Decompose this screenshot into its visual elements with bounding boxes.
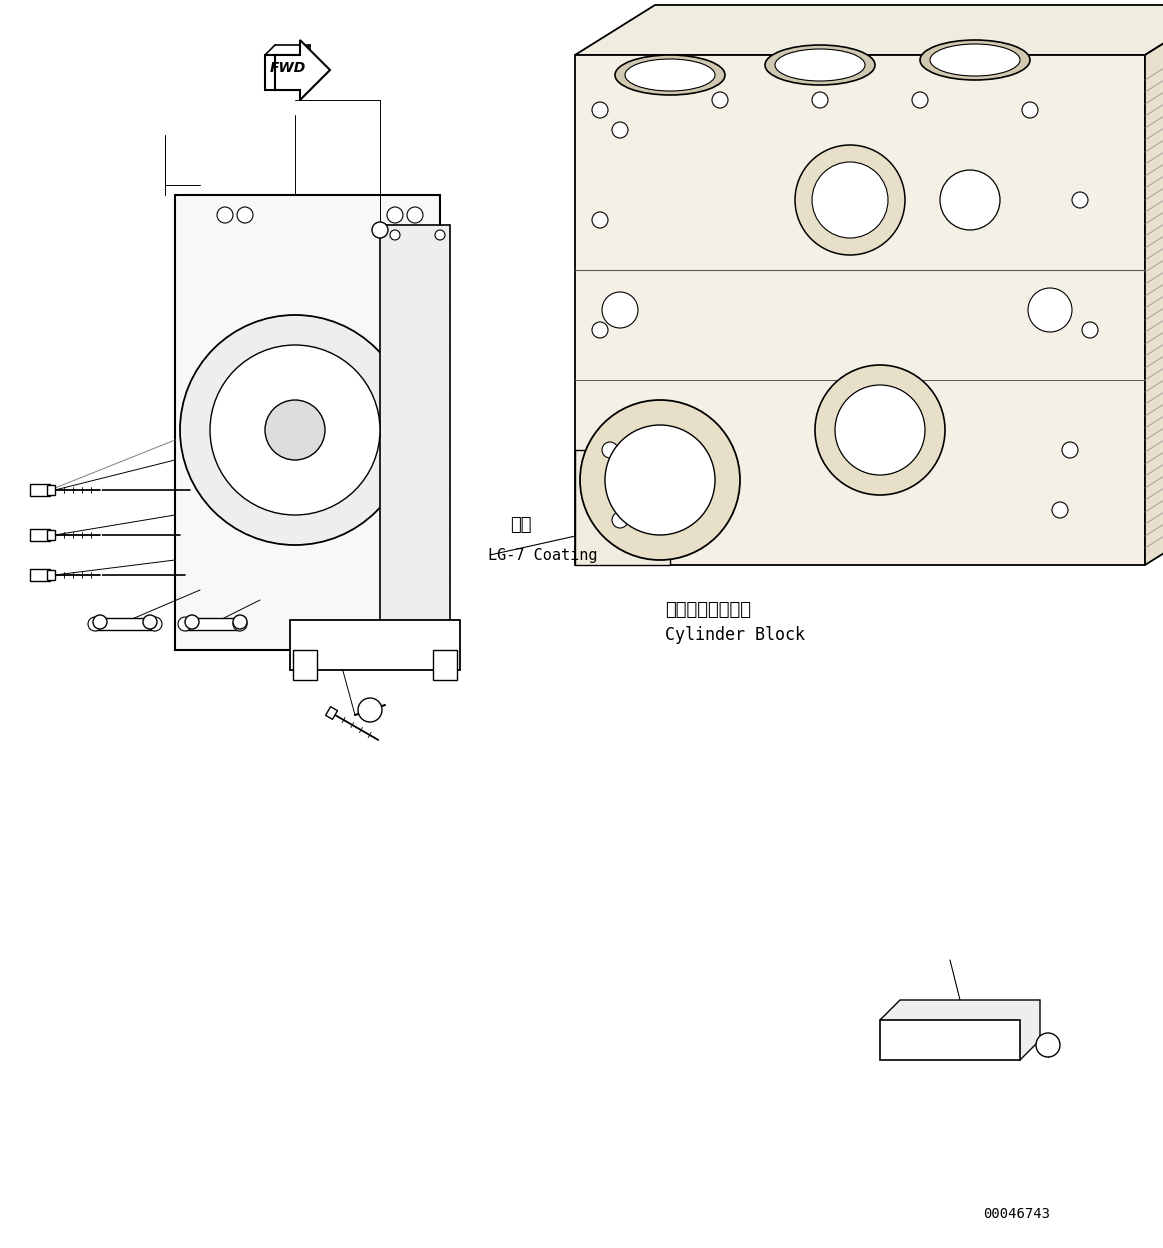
Circle shape: [88, 617, 102, 631]
Ellipse shape: [920, 40, 1030, 80]
Polygon shape: [880, 1020, 1020, 1060]
Circle shape: [1053, 502, 1068, 518]
Ellipse shape: [625, 59, 715, 91]
Polygon shape: [575, 451, 670, 565]
Circle shape: [211, 344, 380, 515]
Text: FWD: FWD: [270, 61, 306, 75]
Circle shape: [358, 698, 381, 723]
Text: 00046743: 00046743: [983, 1207, 1050, 1221]
Polygon shape: [293, 650, 317, 680]
Polygon shape: [95, 618, 155, 630]
Circle shape: [265, 401, 324, 461]
Polygon shape: [30, 569, 50, 582]
Circle shape: [815, 364, 946, 495]
Polygon shape: [290, 620, 461, 670]
Circle shape: [580, 401, 740, 560]
Circle shape: [237, 207, 254, 223]
Circle shape: [602, 292, 638, 328]
Polygon shape: [185, 618, 240, 630]
Circle shape: [612, 122, 628, 139]
Circle shape: [612, 512, 628, 528]
Polygon shape: [30, 484, 50, 495]
Circle shape: [592, 322, 608, 338]
Polygon shape: [575, 55, 1146, 565]
Polygon shape: [433, 650, 457, 680]
Circle shape: [1072, 192, 1089, 208]
Circle shape: [435, 230, 445, 240]
Circle shape: [387, 207, 404, 223]
Ellipse shape: [615, 55, 725, 95]
Polygon shape: [274, 40, 330, 100]
Circle shape: [605, 426, 715, 535]
Circle shape: [712, 92, 728, 109]
Circle shape: [233, 615, 247, 629]
Circle shape: [1062, 442, 1078, 458]
Polygon shape: [326, 706, 337, 719]
Circle shape: [148, 617, 162, 631]
Polygon shape: [47, 570, 55, 580]
Text: LG-7 Coating: LG-7 Coating: [488, 548, 598, 563]
Circle shape: [407, 207, 423, 223]
Circle shape: [93, 615, 107, 629]
Text: シリンダブロック: シリンダブロック: [665, 602, 751, 619]
Circle shape: [940, 170, 1000, 230]
Polygon shape: [30, 529, 50, 540]
Polygon shape: [47, 485, 55, 495]
Circle shape: [143, 615, 157, 629]
Text: 塗布: 塗布: [511, 515, 531, 534]
Circle shape: [178, 617, 192, 631]
Circle shape: [233, 617, 247, 631]
Circle shape: [1028, 288, 1072, 332]
Circle shape: [592, 212, 608, 228]
Circle shape: [185, 615, 199, 629]
Circle shape: [795, 145, 905, 255]
Circle shape: [602, 442, 618, 458]
Polygon shape: [880, 1000, 1040, 1060]
Circle shape: [812, 162, 889, 238]
Circle shape: [180, 314, 411, 545]
Polygon shape: [47, 530, 55, 540]
Circle shape: [217, 207, 233, 223]
Ellipse shape: [765, 45, 875, 85]
Polygon shape: [380, 225, 450, 640]
Circle shape: [835, 384, 925, 475]
Circle shape: [390, 230, 400, 240]
Polygon shape: [265, 55, 300, 90]
Polygon shape: [575, 5, 1163, 55]
Circle shape: [1036, 1033, 1059, 1057]
Circle shape: [912, 92, 928, 109]
Circle shape: [372, 222, 388, 238]
Circle shape: [1082, 322, 1098, 338]
Polygon shape: [174, 195, 440, 650]
Ellipse shape: [930, 44, 1020, 76]
Circle shape: [1022, 102, 1039, 119]
Ellipse shape: [775, 49, 865, 81]
Circle shape: [812, 92, 828, 109]
Text: Cylinder Block: Cylinder Block: [665, 626, 805, 644]
Polygon shape: [1146, 5, 1163, 565]
Circle shape: [592, 102, 608, 119]
